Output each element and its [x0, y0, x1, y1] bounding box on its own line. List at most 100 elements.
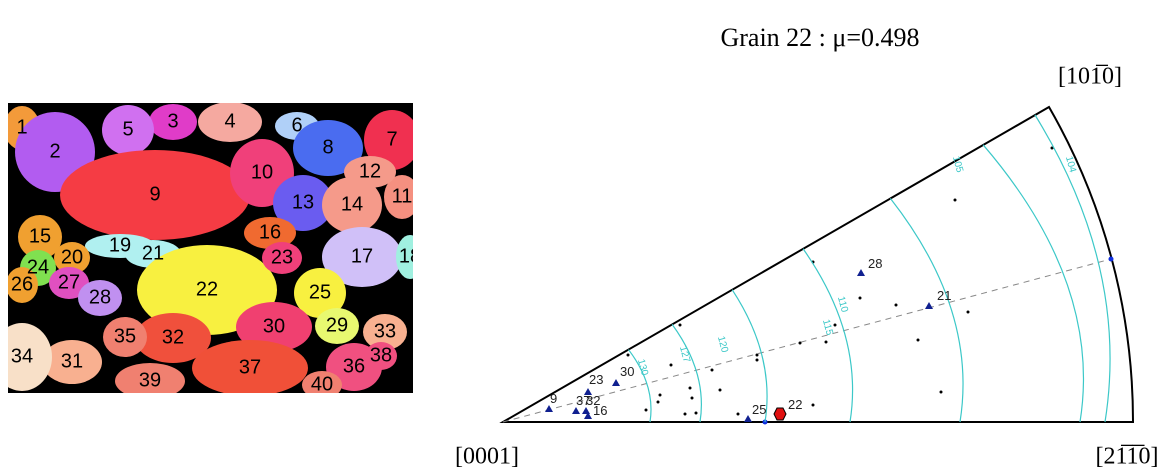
grain-region [273, 175, 333, 231]
grain-region [192, 340, 308, 393]
grain-point [744, 415, 752, 422]
grain-region [396, 235, 413, 279]
grain-region [149, 104, 197, 140]
grain-region [115, 363, 185, 393]
point-label: 28 [868, 256, 882, 271]
grain-label: 33 [374, 320, 396, 342]
grain-label: 24 [27, 256, 49, 278]
contour-label: 120 [715, 335, 730, 354]
grain-label: 9 [149, 183, 160, 205]
point-label: 32 [586, 393, 600, 408]
grain-region [8, 323, 52, 391]
point-label: 21 [937, 288, 951, 303]
grain-label: 22 [196, 278, 218, 300]
grain-label: 20 [61, 246, 83, 268]
contour-label: 127 [677, 345, 692, 364]
contour-label: 130 [635, 358, 650, 377]
grain-region [302, 371, 342, 393]
corner-label: [21̅1̅0] [1095, 444, 1158, 470]
grain-region [8, 267, 38, 303]
grain-region [236, 302, 312, 352]
grain-label: 31 [61, 350, 83, 372]
grain-label: 39 [139, 369, 161, 391]
grain-label: 14 [341, 193, 363, 215]
grain-label: 29 [326, 314, 348, 336]
contour [671, 323, 703, 423]
grain-region [103, 317, 147, 357]
contour [1034, 114, 1111, 423]
grain-region [60, 150, 250, 240]
grain-point [925, 302, 933, 309]
grain-point [857, 269, 865, 276]
contour [731, 289, 768, 423]
grain-region [293, 120, 363, 176]
grain-region [244, 217, 296, 249]
contour [889, 197, 964, 423]
grain-label: 23 [271, 246, 293, 268]
grain-region [294, 268, 346, 318]
grain-label: 28 [89, 286, 111, 308]
grain-label: 25 [309, 281, 331, 303]
grain-label: 40 [311, 373, 333, 395]
grain-label: 7 [386, 128, 397, 150]
grain-label: 18 [399, 245, 421, 267]
grain-region [78, 280, 122, 316]
grain-label: 21 [142, 242, 164, 264]
grain-region [322, 177, 382, 233]
figure-title: Grain 22 : μ=0.498 [720, 23, 919, 52]
grain-region [384, 175, 413, 219]
grain-label: 8 [322, 136, 333, 158]
grain-label: 35 [114, 325, 136, 347]
grain-label: 34 [11, 345, 33, 367]
corner-label: [0001] [455, 444, 519, 470]
contour-label: 110 [835, 295, 850, 314]
grain-label: 5 [122, 118, 133, 140]
grain-label: 1 [16, 116, 27, 138]
grain-point [612, 379, 620, 386]
grain-region [42, 340, 102, 384]
contour-label: 115 [820, 318, 835, 337]
grain-region [363, 314, 407, 350]
grain-label: 17 [351, 245, 373, 267]
grain-region [365, 342, 397, 370]
grain-label: 32 [162, 326, 184, 348]
contour [628, 349, 652, 423]
grain-point [584, 412, 592, 419]
grain-label: 26 [11, 273, 33, 295]
grain-region [198, 103, 262, 142]
contour-label: 105 [950, 155, 965, 174]
contour [982, 144, 1085, 423]
grain-label: 15 [29, 225, 51, 247]
grain-region [262, 242, 302, 274]
grain-region [18, 215, 62, 259]
selected-grain [773, 407, 787, 421]
grain-label: 16 [259, 221, 281, 243]
grain-label: 38 [370, 344, 392, 366]
grain-label: 3 [167, 110, 178, 132]
grain-region [315, 308, 359, 344]
grain-label: 10 [251, 161, 273, 183]
grain-label: 6 [291, 114, 302, 136]
grain-point [584, 388, 592, 395]
point-label: 37 [576, 393, 590, 408]
grain-region [137, 245, 277, 335]
grain-region [49, 267, 89, 299]
grain-label: 30 [263, 315, 285, 337]
point-label: 9 [550, 391, 557, 406]
grain-region [135, 313, 211, 363]
contour [802, 248, 854, 423]
point-label: 22 [788, 397, 802, 412]
grain-region [102, 105, 154, 155]
grain-point [545, 405, 553, 412]
grain-point [572, 407, 580, 414]
grain-label: 2 [49, 140, 60, 162]
grain-label: 37 [239, 356, 261, 378]
grain-label: 4 [224, 110, 235, 132]
grain-label: 13 [292, 191, 314, 213]
grain-region [54, 242, 90, 274]
grain-region [322, 227, 402, 287]
point-label: 25 [752, 402, 766, 417]
grain-label: 12 [359, 160, 381, 182]
